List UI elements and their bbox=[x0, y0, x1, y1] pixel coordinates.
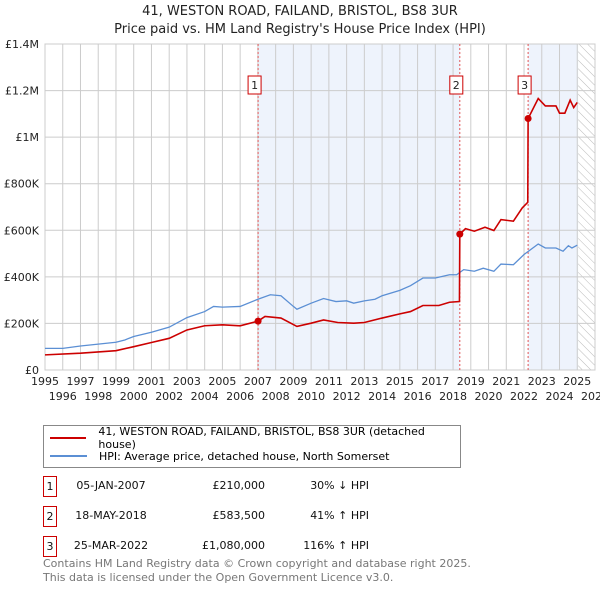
x-tick-label: 2003 bbox=[173, 375, 201, 388]
x-tick-label: 2020 bbox=[475, 390, 503, 403]
x-tick-label: 2008 bbox=[262, 390, 290, 403]
footer-licence: This data is licensed under the Open Gov… bbox=[43, 571, 394, 584]
transaction-hpi: 116% ↑ HPI bbox=[303, 539, 369, 552]
x-tick-label: 1999 bbox=[102, 375, 130, 388]
sale-point bbox=[254, 317, 262, 325]
legend-label: 41, WESTON ROAD, FAILAND, BRISTOL, BS8 3… bbox=[98, 425, 425, 451]
x-tick-label: 2009 bbox=[279, 375, 307, 388]
y-tick-label: £0 bbox=[25, 364, 39, 377]
legend-swatch-red bbox=[50, 437, 87, 439]
hpi-series-line bbox=[45, 243, 578, 349]
x-tick-label: 2022 bbox=[510, 390, 538, 403]
x-tick-label: 2016 bbox=[404, 390, 432, 403]
x-tick-label: 2005 bbox=[208, 375, 236, 388]
x-tick-label: 2012 bbox=[333, 390, 361, 403]
transaction-row: 1 05-JAN-2007 £210,000 30% ↓ HPI bbox=[43, 476, 373, 497]
x-tick-label: 2024 bbox=[546, 390, 574, 403]
x-tick-label: 2011 bbox=[315, 375, 343, 388]
x-tick-label: 2026 bbox=[581, 390, 600, 403]
transaction-hpi: 41% ↑ HPI bbox=[310, 509, 369, 522]
sale-label-box bbox=[247, 75, 262, 95]
sale-label: 1 bbox=[251, 79, 258, 92]
y-tick-label: £1.2M bbox=[5, 85, 39, 98]
chart-subtitle: Price paid vs. HM Land Registry's House … bbox=[114, 22, 486, 37]
transaction-date: 05-JAN-2007 bbox=[76, 479, 146, 492]
shaded-region bbox=[528, 44, 579, 370]
x-tick-label: 2001 bbox=[137, 375, 165, 388]
shaded-region bbox=[258, 44, 460, 370]
x-tick-label: 1995 bbox=[31, 375, 59, 388]
sale-label: 2 bbox=[453, 79, 460, 92]
x-tick-label: 1996 bbox=[49, 390, 77, 403]
sale-label: 3 bbox=[521, 79, 528, 92]
y-tick-label: £1M bbox=[16, 131, 40, 144]
y-tick-label: £400K bbox=[4, 271, 40, 284]
x-tick-label: 1998 bbox=[84, 390, 112, 403]
transaction-number: 1 bbox=[43, 476, 57, 497]
x-tick-label: 1997 bbox=[66, 375, 94, 388]
y-tick-label: £600K bbox=[4, 224, 40, 237]
legend-swatch-blue bbox=[50, 455, 87, 457]
x-tick-label: 2007 bbox=[244, 375, 272, 388]
x-tick-label: 2000 bbox=[120, 390, 148, 403]
x-tick-label: 2013 bbox=[350, 375, 378, 388]
legend-item-hpi: HPI: Average price, detached house, Nort… bbox=[50, 448, 389, 464]
x-tick-label: 2015 bbox=[386, 375, 414, 388]
transaction-number: 2 bbox=[43, 506, 57, 527]
transaction-number: 3 bbox=[43, 536, 57, 557]
transaction-date: 18-MAY-2018 bbox=[75, 509, 147, 522]
x-tick-label: 2023 bbox=[528, 375, 556, 388]
sale-label-box bbox=[517, 75, 532, 95]
sale-point bbox=[456, 230, 464, 238]
transaction-row: 3 25-MAR-2022 £1,080,000 116% ↑ HPI bbox=[43, 536, 373, 557]
x-tick-label: 2014 bbox=[368, 390, 396, 403]
x-tick-label: 2025 bbox=[563, 375, 591, 388]
x-tick-label: 2019 bbox=[457, 375, 485, 388]
transaction-hpi: 30% ↓ HPI bbox=[310, 479, 369, 492]
chart-legend: 41, WESTON ROAD, FAILAND, BRISTOL, BS8 3… bbox=[43, 425, 461, 468]
x-tick-label: 2017 bbox=[421, 375, 449, 388]
y-tick-label: £200K bbox=[4, 317, 40, 330]
plot-border bbox=[44, 43, 596, 371]
chart-title: 41, WESTON ROAD, FAILAND, BRISTOL, BS8 3… bbox=[142, 4, 458, 19]
x-tick-label: 2010 bbox=[297, 390, 325, 403]
transaction-price: £1,080,000 bbox=[202, 539, 265, 552]
y-tick-label: £800K bbox=[4, 178, 40, 191]
legend-label: HPI: Average price, detached house, Nort… bbox=[99, 449, 390, 463]
x-tick-label: 2006 bbox=[226, 390, 254, 403]
x-tick-label: 2018 bbox=[439, 390, 467, 403]
price-chart: 1995 1996 1997 1998 1999 2000 2001 2002 2003 2004… bbox=[4, 38, 600, 403]
x-tick-label: 2021 bbox=[492, 375, 520, 388]
transaction-price: £583,500 bbox=[212, 509, 266, 522]
transaction-row: 2 18-MAY-2018 £583,500 41% ↑ HPI bbox=[43, 506, 373, 527]
x-tick-label: 2002 bbox=[155, 390, 183, 403]
transaction-price: £210,000 bbox=[212, 479, 266, 492]
y-tick-label: £1.4M bbox=[5, 38, 39, 51]
footer-copyright: Contains HM Land Registry data © Crown c… bbox=[43, 557, 471, 570]
legend-item-property: 41, WESTON ROAD, FAILAND, BRISTOL, BS8 3… bbox=[50, 425, 460, 451]
transaction-date: 25-MAR-2022 bbox=[73, 539, 149, 552]
property-series-line bbox=[44, 97, 578, 356]
sale-label-box bbox=[449, 75, 464, 95]
sale-point bbox=[524, 115, 532, 123]
x-tick-label: 2004 bbox=[191, 390, 219, 403]
forecast-hatch bbox=[578, 44, 595, 370]
